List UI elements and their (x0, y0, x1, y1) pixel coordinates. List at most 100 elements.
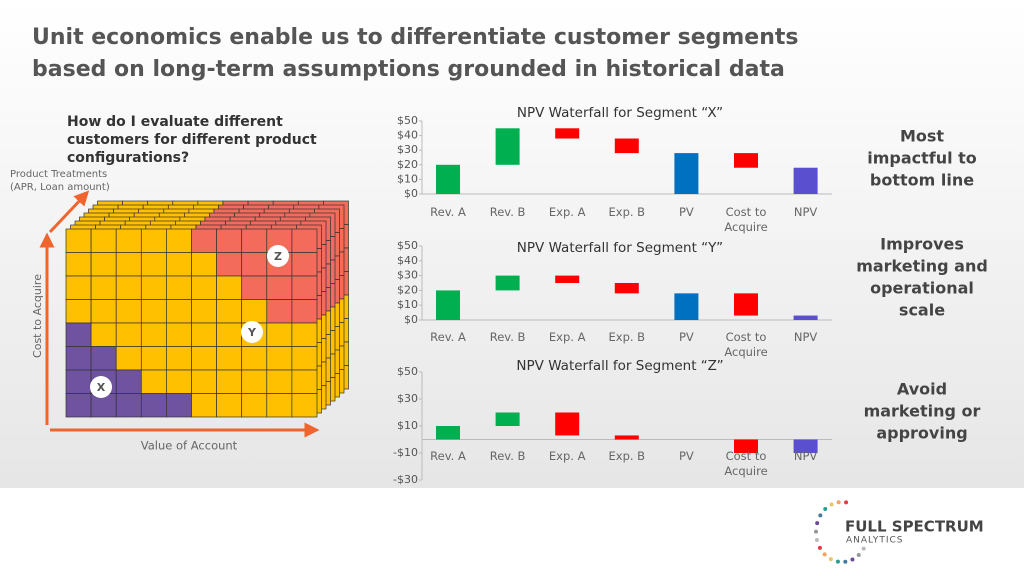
bar (614, 283, 639, 294)
grid-cell (140, 393, 167, 418)
slide-title: Unit economics enable us to differentiat… (32, 25, 799, 50)
grid-cell (266, 275, 293, 300)
bar (793, 439, 818, 453)
grid-cell (90, 322, 117, 347)
note: marketing and (856, 257, 988, 276)
bar (436, 164, 460, 194)
bar (555, 275, 580, 283)
note: impactful to (867, 149, 977, 168)
y-tick-label: $30 (397, 392, 418, 405)
grid-cell (90, 299, 117, 324)
y-tick-label: $50 (397, 239, 418, 252)
question: How do I evaluate different (67, 114, 283, 130)
bar (734, 293, 758, 316)
grid-cell (241, 369, 268, 394)
y-tick-label: $40 (397, 129, 418, 142)
grid-cell (291, 369, 318, 394)
bar (614, 138, 639, 154)
note: bottom line (870, 171, 974, 190)
grid-cell (216, 393, 243, 418)
x-tick-label: Exp. B (608, 205, 646, 219)
grid-cell (191, 393, 217, 418)
bar (555, 128, 580, 139)
bar (734, 439, 758, 453)
grid-cell (266, 369, 293, 394)
grid-cell (291, 346, 318, 371)
grid-cell (166, 322, 192, 347)
grid-cell (266, 322, 293, 347)
grid-cell (241, 299, 268, 324)
grid-cell (90, 252, 117, 277)
x-tick-label: PV (678, 449, 694, 463)
grid-cell (65, 299, 92, 324)
bar (555, 412, 580, 436)
bar (793, 167, 818, 194)
note: marketing or (864, 402, 981, 421)
y-tick-label: $40 (397, 254, 418, 267)
x-tick-label: Rev. A (430, 330, 466, 344)
grid-cell (191, 299, 217, 324)
logo-dot (861, 546, 866, 551)
grid-cell (291, 322, 318, 347)
grid-cell (266, 346, 293, 371)
logo-dot (844, 500, 849, 505)
chart-title: NPV Waterfall for Segment “Y” (517, 240, 723, 256)
y-tick-label: -$10 (393, 446, 418, 459)
x-tick-label: Rev. A (430, 449, 466, 463)
y-tick-label: $30 (397, 143, 418, 156)
logo-dot (836, 500, 841, 505)
x-tick-label: Exp. B (608, 330, 646, 344)
grid-cell (115, 299, 142, 324)
question: customers for different product (67, 132, 317, 148)
marker (267, 245, 289, 267)
x-axis-label: Value of Account (141, 439, 238, 453)
note: Most (900, 127, 944, 146)
grid-cell (216, 322, 243, 347)
x-tick-label: NPV (793, 330, 818, 344)
grid-cell (191, 322, 217, 347)
note: Improves (880, 235, 964, 254)
y-tick-label: -$30 (393, 473, 418, 486)
grid-cell (191, 346, 217, 371)
grid-cell (291, 252, 318, 277)
grid-cell (115, 228, 142, 253)
logo-dot (814, 538, 819, 543)
logo-dot (815, 521, 820, 526)
note: approving (876, 424, 967, 443)
logo-dot (817, 545, 822, 550)
logo-mark (814, 500, 866, 564)
grid-cell (90, 346, 117, 371)
x-tick-label: Cost to Acquire (724, 205, 768, 234)
marker (90, 376, 112, 398)
x-tick-label: Rev. B (489, 330, 526, 344)
bar (495, 412, 520, 426)
logo-dot (814, 529, 819, 534)
grid-cell (140, 252, 167, 277)
bar (436, 290, 460, 320)
grid-cell (140, 322, 167, 347)
grid-cell (140, 346, 167, 371)
grid-cell (216, 369, 243, 394)
bar (495, 275, 520, 291)
logo-dot (822, 552, 827, 557)
grid-cell (65, 252, 92, 277)
x-tick-label: Exp. A (548, 205, 586, 219)
grid-cell (266, 299, 293, 324)
y-tick-label: $10 (397, 172, 418, 185)
y-tick-label: $30 (397, 269, 418, 282)
grid-cell (191, 252, 217, 277)
grid-cell (216, 228, 243, 253)
logo-dot (818, 513, 823, 518)
grid-cell (115, 252, 142, 277)
logo-dot (823, 507, 828, 512)
marker-label: Y (247, 326, 257, 339)
x-tick-label: Cost to Acquire (724, 330, 768, 359)
grid-cell (115, 322, 142, 347)
grid-cell (266, 393, 293, 418)
grid-cell (65, 369, 92, 394)
grid-cell (191, 275, 217, 300)
y-tick-label: $10 (397, 419, 418, 432)
grid-cell (216, 346, 243, 371)
question: configurations? (67, 150, 189, 166)
